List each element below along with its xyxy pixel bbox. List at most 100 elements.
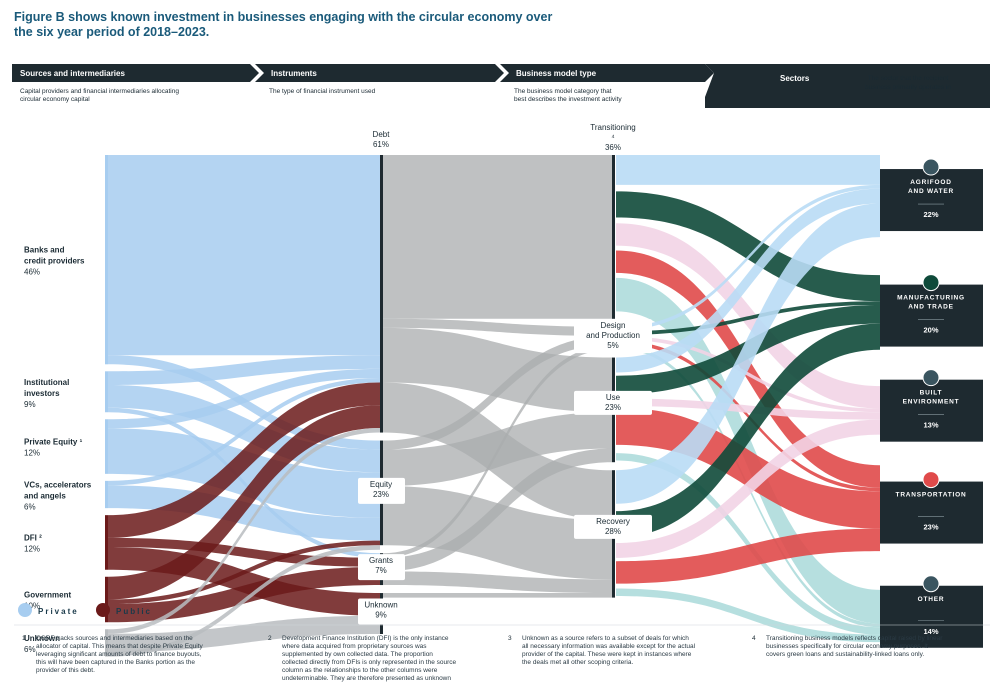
footnote-line: allocator of capital. This means that de… [36, 643, 204, 650]
sector-label: BUILT [920, 390, 943, 397]
flow-debt-to-transitioning [383, 155, 612, 319]
source-label: VCs, accelerators [24, 481, 92, 490]
footnote-line: undeterminable. They are therefore prese… [282, 675, 451, 682]
flow-design-and-production-to-manufacturing-and-trade [616, 301, 880, 336]
model-label: Design [601, 321, 626, 330]
model-value: 5% [607, 341, 619, 350]
instrument-label: Grants [369, 556, 393, 565]
footnote-line: column as the relationships to the other… [282, 667, 438, 674]
model-label: Recovery [596, 517, 630, 526]
flow-unknown-to-recovery [383, 593, 612, 598]
flows-instrument-model [383, 155, 612, 598]
footnote-line: provider of this debt. [36, 667, 95, 674]
header-sub: The sector that the recipient [868, 75, 949, 82]
flow-equity-to-recovery [383, 486, 612, 580]
footnote-line: Transitioning business models reflects c… [766, 635, 943, 642]
instrument-value: 9% [375, 611, 387, 620]
header-band-business-model-type [500, 64, 714, 82]
source-label: Private Equity ¹ [24, 438, 83, 447]
footnote-line: businesses specifically for circular eco… [766, 643, 928, 650]
flow-design-and-production-to-agrifood-and-water [616, 184, 880, 331]
node-source-government [105, 576, 108, 623]
flow-grants-to-design-and-production [383, 345, 612, 558]
header-sub: Capital providers and financial intermed… [20, 88, 179, 95]
flow-recovery-to-built-environment [616, 419, 880, 558]
header-label-instruments: Instruments [271, 69, 317, 78]
instrument-value: 61% [373, 140, 389, 149]
model-label: ⁴ [611, 133, 615, 142]
footnote-line: leveraging significant amounts of debt t… [36, 651, 202, 658]
footnote-line: where data acquired from proprietary sou… [281, 643, 427, 650]
model-label: Use [606, 393, 621, 402]
sector-box-other [880, 585, 983, 648]
instrument-value: 23% [373, 490, 389, 499]
footnote-line: supplemented by own collected data. The … [282, 651, 433, 658]
header-band-sources-and-intermediaries [12, 64, 259, 82]
sector-label: ENVIRONMENT [903, 399, 960, 406]
header-sub: business primarily operates in [865, 84, 951, 91]
sector-label: AND WATER [908, 188, 954, 195]
node-source-vcs-accelerators-and-angels [105, 480, 108, 509]
flow-grants-to-recovery [383, 571, 612, 594]
flow-government-to-debt [108, 405, 380, 600]
source-label: Institutional [24, 378, 69, 387]
flow-government-to-equity [108, 540, 380, 605]
legend: Private Public [18, 603, 152, 617]
sector-icon [922, 369, 940, 387]
sector-label: MANUFACTURING [897, 295, 965, 302]
flow-grants-to-use [383, 448, 612, 572]
source-value: 6% [24, 503, 36, 512]
footnote-line: collected directly from DFIs is only rep… [282, 659, 457, 666]
instrument-label: Unknown [364, 601, 397, 610]
footnote-number: 2 [268, 635, 272, 642]
header-label-sectors: Sectors [780, 74, 810, 83]
footnote-number: 4 [752, 635, 756, 642]
source-value: 10% [24, 602, 40, 611]
header-label-sources-and-intermediaries: Sources and intermediaries [20, 69, 125, 78]
sector-icon [922, 575, 940, 593]
flow-transitioning-to-manufacturing-and-trade [616, 191, 880, 302]
flow-institutional-investors-to-debt [108, 355, 380, 385]
header-sub: best describes the investment activity [514, 96, 622, 103]
flow-use-to-agrifood-and-water [616, 188, 880, 373]
flow-use-to-built-environment [616, 398, 880, 420]
source-value: 12% [24, 544, 40, 553]
label-bg [358, 477, 405, 504]
flow-banks-and-credit-providers-to-debt [108, 155, 380, 356]
sector-icon [922, 158, 940, 176]
flow-use-to-other [616, 453, 880, 635]
legend-swatch-private [18, 603, 32, 617]
sector-label: TRANSPORTATION [896, 492, 967, 499]
sector-box-agrifood-and-water [880, 169, 983, 232]
instrument-value: 7% [375, 566, 387, 575]
label-bg [358, 554, 405, 581]
legend-label-public: Public [116, 607, 152, 616]
node-model-transitioning [612, 155, 615, 319]
sector-value: 14% [923, 627, 938, 636]
flow-design-and-production-to-transportation [616, 340, 880, 492]
node-instrument-debt [380, 155, 383, 433]
sector-box-manufacturing-and-trade [880, 284, 983, 347]
source-label: Banks and [24, 246, 65, 255]
source-label: credit providers [24, 257, 85, 266]
flow-recovery-to-transportation [616, 528, 880, 584]
header-label-business-model-type: Business model type [516, 69, 597, 78]
model-label: and Production [586, 331, 640, 340]
source-label: investors [24, 389, 60, 398]
flows-model-sector [616, 155, 880, 643]
flow-private-equity-to-equity [108, 428, 380, 518]
header-band-instruments [255, 64, 504, 82]
node-source-private-equity [105, 419, 108, 474]
figure-title: Figure B shows known investment in busin… [14, 10, 553, 39]
footnote-line: Unknown as a source refers to a subset o… [522, 635, 689, 642]
flow-debt-to-design-and-production [383, 318, 612, 336]
header-band-sectors [705, 64, 990, 108]
source-label: DFI ² [24, 533, 42, 542]
source-label: Government [24, 591, 71, 600]
label-bg [574, 319, 652, 354]
footnote-number: 3 [508, 635, 512, 642]
flow-use-to-transportation [616, 407, 880, 529]
flow-unknown-to-debt [108, 428, 380, 634]
footnote-line: all necessary information was available … [522, 643, 696, 650]
